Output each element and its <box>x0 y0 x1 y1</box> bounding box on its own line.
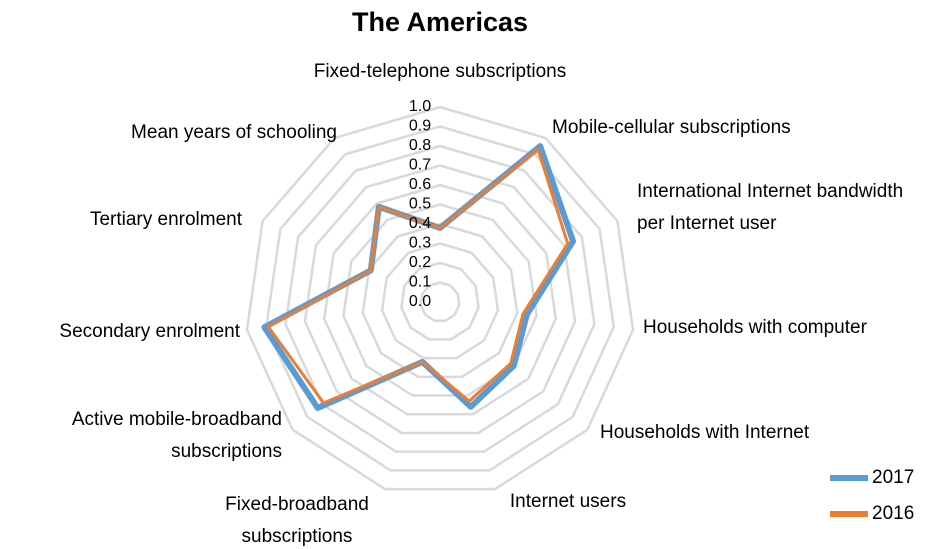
grid-ring <box>245 105 635 491</box>
tick-label: 0.0 <box>409 293 431 310</box>
grid-ring <box>264 125 616 472</box>
tick-label: 0.3 <box>409 235 431 252</box>
chart-title: The Americas <box>352 7 528 37</box>
category-label: Fixed-broadband subscriptions <box>225 494 369 547</box>
grid-ring <box>361 222 519 379</box>
tick-label: 0.7 <box>409 157 431 174</box>
category-label: Tertiary enrolment <box>89 209 242 230</box>
grid-ring <box>284 144 596 453</box>
grid-ring <box>380 242 500 360</box>
tick-label: 0.8 <box>409 137 431 154</box>
category-label: Households with computer <box>643 317 867 338</box>
category-label: Mobile-cellular subscriptions <box>552 117 791 138</box>
grid-ring <box>322 183 558 416</box>
category-label: Secondary enrolment <box>59 321 240 342</box>
tick-label: 0.2 <box>409 254 431 271</box>
grid-ring <box>419 281 461 322</box>
tick-label: 0.6 <box>409 176 431 193</box>
tick-label: 0.4 <box>409 215 431 232</box>
tick-label: 0.1 <box>409 274 431 291</box>
category-label: Fixed-telephone subscriptions <box>313 61 567 82</box>
tick-label: 0.9 <box>409 118 431 135</box>
tick-label: 1.0 <box>409 98 431 115</box>
grid-ring <box>400 261 480 341</box>
category-label: Mean years of schooling <box>131 122 337 143</box>
legend-label: 2016 <box>872 503 914 524</box>
tick-label: 0.5 <box>409 196 431 213</box>
grid-ring <box>342 203 538 397</box>
grid-ring <box>303 164 577 435</box>
legend-label: 2017 <box>872 467 914 488</box>
category-label: Households with Internet <box>600 422 810 443</box>
category-label: Active mobile-broadband subscriptions <box>71 409 282 462</box>
series-line <box>266 147 570 405</box>
category-label: International Internet bandwidth per Int… <box>637 181 904 234</box>
category-label: Internet users <box>509 491 627 512</box>
